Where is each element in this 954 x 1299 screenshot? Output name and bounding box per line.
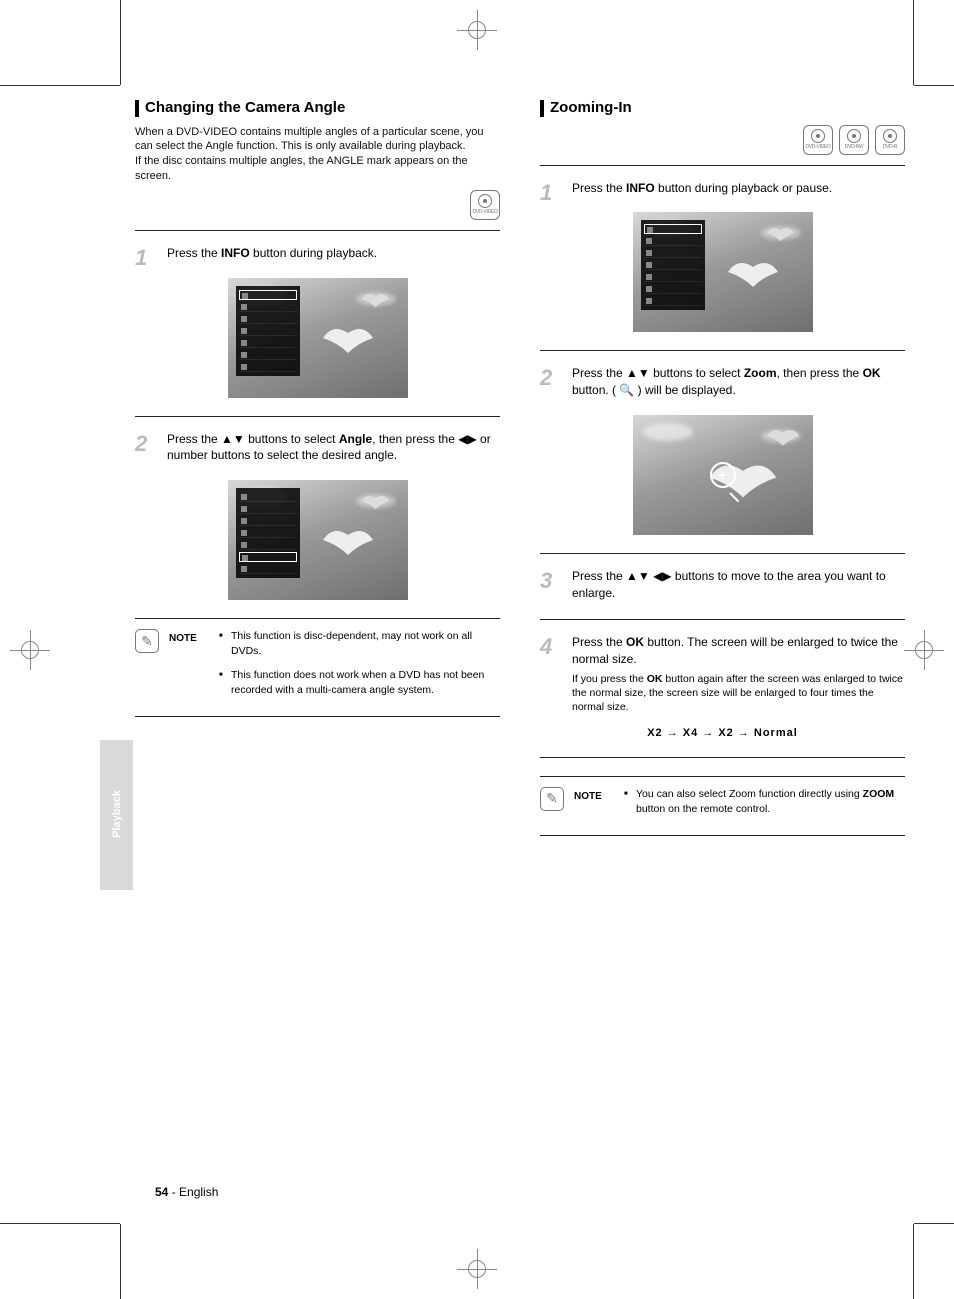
screenshot-angle-2 xyxy=(228,480,408,600)
osd-menu xyxy=(236,286,300,376)
note-zoom: ✎ NOTE You can also select Zoom function… xyxy=(540,776,905,836)
note-angle: ✎ NOTE This function is disc-dependent, … xyxy=(135,618,500,717)
step-number: 2 xyxy=(135,429,147,460)
step-number: 1 xyxy=(540,178,552,209)
angle-step-1: 1 Press the INFO button during playback. xyxy=(135,230,500,416)
disc-badge-dvd-video: DVD-VIDEO xyxy=(470,190,500,220)
zoom-step-1: 1 Press the INFO button during playback … xyxy=(540,165,905,351)
column-zoom: Zooming-In DVD-VIDEO DVD-RW DVD-R 1 Pres… xyxy=(540,100,905,836)
step-number: 1 xyxy=(135,243,147,274)
disc-badges-angle: DVD-VIDEO xyxy=(135,190,500,220)
note-item: You can also select Zoom function direct… xyxy=(624,787,905,817)
angle-step-2: 2 Press the ▲▼ buttons to select Angle, … xyxy=(135,416,500,619)
section-title-angle: Changing the Camera Angle xyxy=(135,100,500,117)
crop-rule xyxy=(120,1224,121,1299)
crop-rule xyxy=(914,1223,954,1224)
note-icon: ✎ xyxy=(540,787,564,811)
note-label: NOTE xyxy=(574,787,614,825)
disc-badges-zoom: DVD-VIDEO DVD-RW DVD-R xyxy=(540,125,905,155)
registration-mark-left xyxy=(10,630,50,670)
crop-rule xyxy=(914,85,954,86)
crop-rule xyxy=(0,1223,120,1224)
page-language: English xyxy=(179,1185,218,1199)
step-number: 3 xyxy=(540,566,552,597)
disc-badge-dvd-rw: DVD-RW xyxy=(839,125,869,155)
osd-menu xyxy=(641,220,705,310)
note-label: NOTE xyxy=(169,629,209,706)
screenshot-zoom-2: + xyxy=(633,415,813,535)
note-item: This function is disc-dependent, may not… xyxy=(219,629,500,659)
zoom-sequence: X2 → X4 → X2 → Normal xyxy=(540,727,905,739)
registration-mark-right xyxy=(904,630,944,670)
section-title-zoom: Zooming-In xyxy=(540,100,905,117)
zoom-step-4: 4 Press the OK button. The screen will b… xyxy=(540,619,905,756)
page-number: 54 xyxy=(155,1185,168,1199)
crop-rule xyxy=(120,0,121,85)
registration-mark-bottom xyxy=(457,1249,497,1289)
note-icon: ✎ xyxy=(135,629,159,653)
screenshot-angle-1 xyxy=(228,278,408,398)
column-angle: Changing the Camera Angle When a DVD-VID… xyxy=(135,100,500,836)
zoom-step-3: 3 Press the ▲▼ ◀▶ buttons to move to the… xyxy=(540,553,905,620)
intro-angle: When a DVD-VIDEO contains multiple angle… xyxy=(135,125,500,184)
section-tab-label: Playback xyxy=(111,749,123,879)
registration-mark-top xyxy=(457,10,497,50)
zoom-step-2: 2 Press the ▲▼ buttons to select Zoom, t… xyxy=(540,350,905,553)
step-number: 4 xyxy=(540,632,552,663)
step-number: 2 xyxy=(540,363,552,394)
screenshot-zoom-1 xyxy=(633,212,813,332)
osd-menu xyxy=(236,488,300,578)
disc-badge-dvd-video: DVD-VIDEO xyxy=(803,125,833,155)
note-item: This function does not work when a DVD h… xyxy=(219,668,500,698)
crop-rule xyxy=(913,1224,914,1299)
zoom-magnifier-icon: + xyxy=(710,462,736,488)
crop-rule xyxy=(0,85,120,86)
page-footer: 54 - English xyxy=(155,1185,218,1199)
disc-badge-dvd-r: DVD-R xyxy=(875,125,905,155)
section-tab: Playback xyxy=(100,740,133,890)
crop-rule xyxy=(913,0,914,85)
